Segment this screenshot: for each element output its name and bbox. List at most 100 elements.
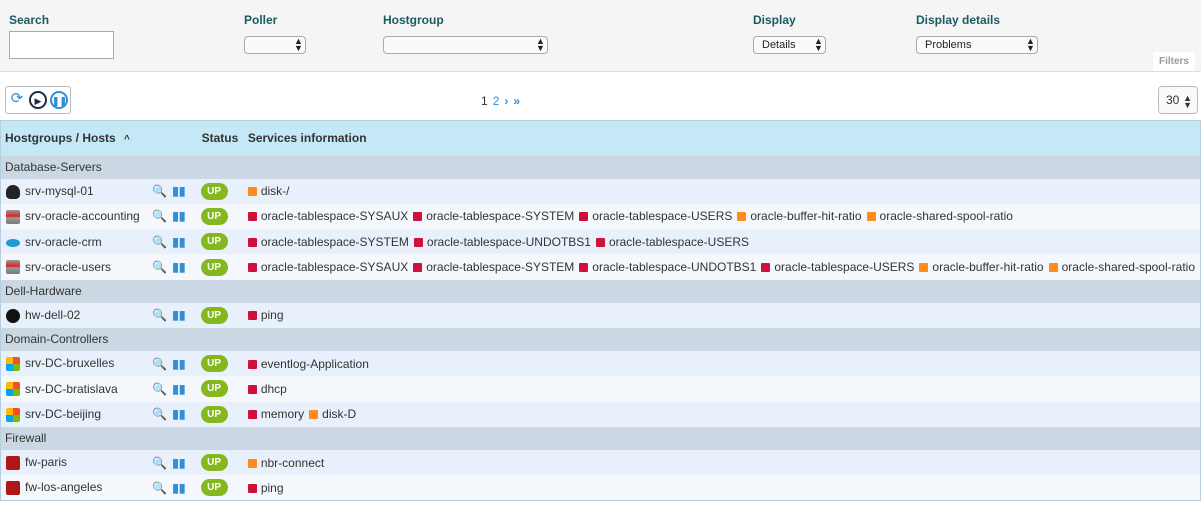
chart-bars-icon[interactable]: ▮▮ [172, 234, 186, 249]
hostgroup-name[interactable]: Domain-Controllers [0, 327, 1201, 351]
service-item[interactable]: oracle-tablespace-SYSTEM [247, 234, 409, 249]
sort-asc-icon[interactable]: ^ [124, 134, 130, 146]
host-name[interactable]: srv-oracle-users [25, 259, 112, 274]
hostgroup-name[interactable]: Dell-Hardware [0, 279, 1201, 303]
search-details-icon[interactable]: 🔍 [152, 184, 168, 199]
host-name[interactable]: hw-dell-02 [25, 307, 81, 322]
critical-status-icon [247, 237, 257, 247]
service-name: oracle-tablespace-SYSAUX [260, 260, 409, 275]
search-input[interactable] [9, 31, 114, 59]
search-details-icon[interactable]: 🔍 [152, 308, 168, 323]
search-details-icon[interactable]: 🔍 [152, 381, 168, 396]
refresh-icon[interactable]: ⟳ [10, 90, 24, 107]
dell-icon [6, 308, 20, 323]
display-details-select[interactable]: Problems ▲ ▼ [916, 36, 1038, 54]
host-name[interactable]: srv-oracle-accounting [25, 209, 140, 224]
chart-bars-icon[interactable]: ▮▮ [172, 209, 186, 224]
host-row: srv-DC-beijing 🔍 ▮▮ UP memory disk-D [0, 401, 1201, 427]
chart-bars-icon[interactable]: ▮▮ [172, 184, 186, 199]
chart-bars-icon[interactable]: ▮▮ [172, 455, 186, 470]
service-item[interactable]: oracle-buffer-hit-ratio [737, 209, 862, 224]
host-name[interactable]: fw-los-angeles [25, 480, 103, 495]
chart-bars-icon[interactable]: ▮▮ [172, 480, 186, 495]
service-item[interactable]: ping [247, 480, 284, 495]
service-item[interactable]: oracle-tablespace-USERS [579, 209, 732, 223]
host-name[interactable]: srv-mysql-01 [25, 183, 94, 198]
host-name[interactable]: srv-oracle-crm [25, 234, 102, 249]
warning-status-icon [866, 212, 876, 222]
service-name: oracle-buffer-hit-ratio [750, 209, 862, 224]
col-status[interactable]: Status [200, 120, 248, 156]
next-page-icon[interactable]: › [504, 94, 509, 108]
host-name[interactable]: srv-DC-bratislava [25, 381, 118, 396]
page-2[interactable]: 2 [492, 94, 500, 108]
service-item[interactable]: oracle-buffer-hit-ratio [919, 260, 1044, 274]
host-row: fw-los-angeles 🔍 ▮▮ UP ping [0, 475, 1201, 501]
display-details-value: Problems [925, 39, 972, 51]
search-details-icon[interactable]: 🔍 [152, 260, 168, 275]
chart-bars-icon[interactable]: ▮▮ [172, 407, 186, 422]
chart-bars-icon[interactable]: ▮▮ [172, 308, 186, 323]
windows-icon [6, 382, 20, 397]
service-item[interactable]: oracle-shared-spool-ratio [866, 209, 1013, 223]
critical-status-icon [579, 263, 589, 273]
service-item[interactable]: memory [247, 407, 304, 421]
service-name: oracle-tablespace-SYSTEM [426, 260, 575, 275]
search-details-icon[interactable]: 🔍 [152, 480, 168, 495]
service-name: oracle-tablespace-USERS [774, 260, 915, 275]
critical-status-icon [413, 263, 423, 273]
service-item[interactable]: oracle-tablespace-USERS [761, 260, 914, 274]
col-hosts-label: Hostgroups / Hosts [5, 131, 116, 146]
display-select[interactable]: Details ▲ ▼ [753, 36, 826, 54]
salesforce-icon [6, 238, 20, 247]
hostgroup-row: Database-Servers [0, 155, 1201, 179]
status-badge: UP [200, 454, 228, 472]
host-name[interactable]: srv-DC-beijing [25, 406, 102, 421]
service-name: ping [260, 480, 284, 495]
service-item[interactable]: disk-D [309, 407, 356, 421]
chart-bars-icon[interactable]: ▮▮ [172, 260, 186, 275]
service-item[interactable]: ping [247, 308, 284, 322]
pause-icon[interactable]: ❚❚ [50, 91, 68, 109]
service-item[interactable]: oracle-tablespace-UNDOTBS1 [579, 260, 756, 274]
warning-status-icon [1048, 263, 1058, 273]
service-item[interactable]: oracle-shared-spool-ratio [1048, 260, 1195, 274]
service-item[interactable]: oracle-tablespace-SYSTEM [413, 260, 574, 274]
service-item[interactable]: oracle-tablespace-USERS [595, 235, 749, 249]
service-name: oracle-tablespace-SYSTEM [260, 234, 409, 249]
updown-icon: ▲ ▼ [1026, 36, 1035, 53]
service-name: oracle-tablespace-USERS [592, 209, 733, 224]
search-details-icon[interactable]: 🔍 [152, 356, 168, 371]
search-details-icon[interactable]: 🔍 [152, 209, 168, 224]
service-item[interactable]: oracle-tablespace-SYSTEM [413, 209, 574, 223]
service-item[interactable]: oracle-tablespace-UNDOTBS1 [413, 235, 591, 249]
host-name[interactable]: fw-paris [25, 455, 68, 470]
service-item[interactable]: eventlog-Application [247, 357, 369, 371]
col-hosts[interactable]: Hostgroups / Hosts ^ [0, 120, 153, 156]
last-page-icon[interactable]: » [513, 94, 521, 108]
search-details-icon[interactable]: 🔍 [152, 407, 168, 422]
hostgroup-name[interactable]: Database-Servers [0, 155, 1201, 179]
status-badge: UP [200, 479, 228, 497]
filters-tab[interactable]: Filters [1152, 52, 1195, 71]
play-icon[interactable]: ▶ [29, 91, 47, 109]
search-details-icon[interactable]: 🔍 [152, 455, 168, 470]
page-1[interactable]: 1 [481, 94, 488, 108]
service-item[interactable]: oracle-tablespace-SYSAUX [247, 260, 409, 275]
per-page-select[interactable]: 30 ▲ ▼ [1158, 86, 1198, 114]
service-item[interactable]: oracle-tablespace-SYSAUX [247, 209, 408, 223]
hostgroup-name[interactable]: Firewall [0, 426, 1201, 450]
search-details-icon[interactable]: 🔍 [152, 234, 168, 249]
hostgroup-label: Hostgroup [383, 13, 444, 27]
critical-status-icon [247, 311, 257, 321]
toolbar: ⟳ ▶ ❚❚ 1 2 › » 30 ▲ ▼ [0, 72, 1201, 120]
service-item[interactable]: nbr-connect [247, 456, 324, 470]
service-item[interactable]: dhcp [247, 382, 287, 396]
hostgroup-select[interactable]: ▲ ▼ [383, 36, 548, 54]
chart-bars-icon[interactable]: ▮▮ [172, 381, 186, 396]
poller-select[interactable]: ▲ ▼ [244, 36, 306, 54]
host-name[interactable]: srv-DC-bruxelles [25, 356, 115, 371]
chart-bars-icon[interactable]: ▮▮ [172, 356, 186, 371]
service-item[interactable]: disk-/ [247, 184, 290, 198]
display-value: Details [762, 39, 796, 51]
